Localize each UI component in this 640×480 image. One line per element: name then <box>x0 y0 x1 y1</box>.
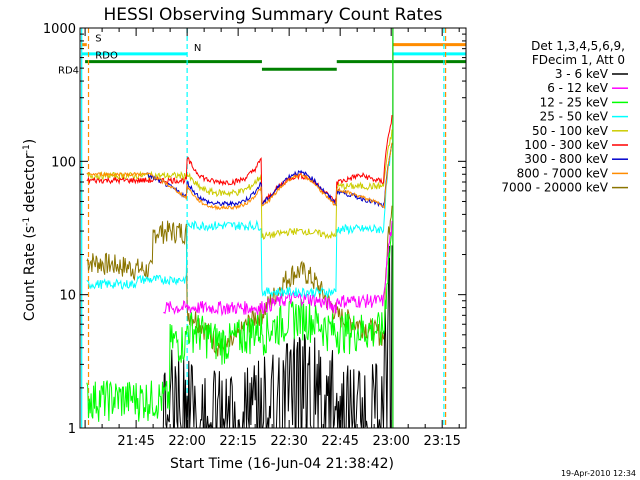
legend-label: 800 - 7000 keV <box>517 166 609 180</box>
x-axis: 21:45 22:00 22:15 22:30 22:45 23:00 23:15 <box>84 28 461 449</box>
y-axis-label-end: ) <box>22 139 38 144</box>
y-axis-label-sup1: -1 <box>22 217 32 226</box>
legend: Det 1,3,4,5,6,9, FDecim 1, Att 0 3 - 6 k… <box>501 39 628 195</box>
x-tick-label: 22:15 <box>219 434 256 449</box>
y-tick-label: 1 <box>68 422 76 437</box>
x-axis-label: Start Time (16-Jun-04 21:38:42) <box>170 456 394 472</box>
legend-label: 7000 - 20000 keV <box>501 181 608 195</box>
series-line-red <box>86 115 393 205</box>
flag-bars: S N RDO RD4 <box>58 34 466 76</box>
legend-label: 25 - 50 keV <box>540 110 609 124</box>
y-axis-label-sup2: -1 <box>22 144 32 153</box>
y-tick-label: 1000 <box>43 22 76 37</box>
chart-title: HESSI Observing Summary Count Rates <box>103 5 442 25</box>
series-line-green <box>86 222 393 422</box>
y-axis-label-main: Count Rate (s <box>22 226 38 321</box>
legend-label: 12 - 25 keV <box>540 95 609 109</box>
series-line-yellow <box>86 129 393 240</box>
legend-label: 100 - 300 keV <box>524 138 608 152</box>
legend-label: 3 - 6 keV <box>555 67 609 81</box>
series-line-cyan <box>86 145 393 299</box>
footer-timestamp: 19-Apr-2010 12:34 <box>561 469 636 478</box>
y-axis: 1 10 100 1000 <box>43 22 466 437</box>
y-axis-label-mid: detector <box>22 153 38 217</box>
x-tick-label: 23:00 <box>372 434 409 449</box>
flag-label: S <box>95 34 101 45</box>
x-tick-label: 21:45 <box>117 434 154 449</box>
y-axis-label: Count Rate (s-1 detector-1) <box>22 139 38 321</box>
legend-header-2: FDecim 1, Att 0 <box>532 53 625 67</box>
flag-label: RDO <box>95 51 118 62</box>
series-line-orange <box>86 142 393 211</box>
x-tick-label: 23:15 <box>423 434 460 449</box>
x-tick-label: 22:45 <box>321 434 358 449</box>
legend-label: 50 - 100 keV <box>532 124 609 138</box>
series-layer <box>86 115 393 429</box>
x-tick-label: 22:30 <box>270 434 307 449</box>
x-tick-label: 22:00 <box>168 434 205 449</box>
flag-label: RD4 <box>58 65 79 76</box>
series-line-black <box>162 245 393 429</box>
series-line-blue <box>145 143 393 209</box>
y-tick-label: 100 <box>51 155 76 170</box>
series-line-magenta <box>163 220 393 317</box>
y-tick-label: 10 <box>59 289 76 304</box>
legend-header-1: Det 1,3,4,5,6,9, <box>531 39 625 53</box>
legend-label: 300 - 800 keV <box>524 152 608 166</box>
flag-label: N <box>194 43 201 54</box>
legend-label: 6 - 12 keV <box>547 81 609 95</box>
plot-frame <box>79 27 467 429</box>
